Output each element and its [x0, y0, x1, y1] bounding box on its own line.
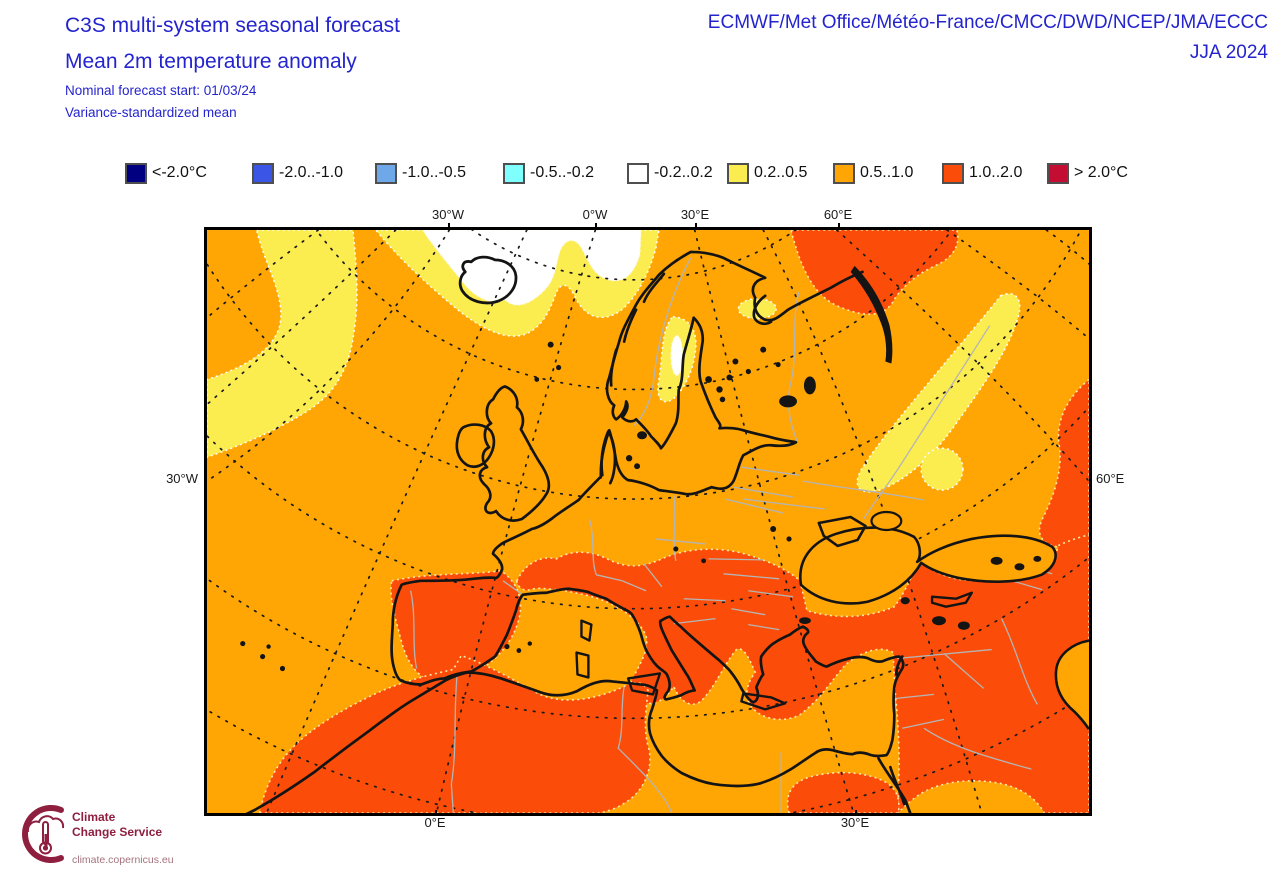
legend-swatch — [627, 162, 649, 184]
graticule — [207, 230, 1089, 813]
axis-tick — [448, 223, 450, 228]
map-canvas — [207, 230, 1089, 813]
axis-label-bottom: 0°E — [424, 815, 446, 830]
logo-text: Climate Change Service — [72, 810, 162, 840]
header-right: ECMWF/Met Office/Météo-France/CMCC/DWD/N… — [708, 8, 1268, 68]
iceland — [458, 255, 518, 305]
legend-item: -1.0..-0.5 — [375, 161, 466, 185]
season-label: JJA 2024 — [1189, 42, 1268, 63]
legend-label: 0.5..1.0 — [860, 164, 914, 181]
anomaly-neutral-patches — [421, 230, 684, 377]
axis-label-top: 60°E — [823, 207, 853, 222]
legend-label: 1.0..2.0 — [969, 164, 1023, 181]
axis-label-left: 30°W — [166, 471, 198, 486]
climate-service-logo-icon — [22, 805, 65, 863]
legend-item: <-2.0°C — [125, 161, 207, 185]
axis-label-right: 60°E — [1096, 471, 1125, 486]
forecast-start-label: Nominal forecast start: 01/03/24 — [65, 83, 257, 98]
legend-label: <-2.0°C — [152, 164, 207, 181]
logo-url: climate.copernicus.eu — [72, 854, 174, 866]
legend-label: -2.0..-1.0 — [279, 164, 344, 181]
legend-item: -2.0..-1.0 — [252, 161, 343, 185]
legend-swatch — [252, 162, 274, 184]
legend-swatch — [503, 162, 525, 184]
legend-swatch — [833, 162, 855, 184]
axis-label-top: 30°W — [432, 207, 464, 222]
logo-line1: Climate — [72, 810, 116, 824]
legend-item: 1.0..2.0 — [942, 161, 1022, 185]
axis-tick — [855, 810, 857, 815]
axis-label-top: 30°E — [680, 207, 710, 222]
legend-label: > 2.0°C — [1074, 164, 1128, 181]
axis-tick — [435, 810, 437, 815]
axis-label-top: 0°W — [582, 207, 608, 222]
legend-item: 0.2..0.5 — [727, 161, 807, 185]
legend-item: -0.2..0.2 — [627, 161, 713, 185]
country-borders — [409, 257, 1053, 813]
legend-label: -0.2..0.2 — [654, 164, 713, 181]
header-left: C3S multi-system seasonal forecast Mean … — [65, 8, 400, 124]
legend-item: > 2.0°C — [1047, 161, 1128, 185]
legend-item: 0.5..1.0 — [833, 161, 913, 185]
legend-swatch — [942, 162, 964, 184]
legend-label: -0.5..-0.2 — [530, 164, 595, 181]
legend-swatch — [125, 162, 147, 184]
mediterranean-islands — [575, 591, 973, 711]
legend-swatch — [727, 162, 749, 184]
british-isles — [455, 385, 551, 522]
copernicus-logo: Climate Change Service climate.copernicu… — [14, 798, 244, 874]
legend-label: -1.0..-0.5 — [402, 164, 467, 181]
black-sea — [799, 510, 1057, 605]
page-title: C3S multi-system seasonal forecast — [65, 14, 400, 37]
axis-tick — [838, 223, 840, 228]
centers-list: ECMWF/Met Office/Météo-France/CMCC/DWD/N… — [707, 12, 1268, 33]
logo-line2: Change Service — [72, 825, 163, 839]
legend-label: 0.2..0.5 — [754, 164, 808, 181]
legend-item: -0.5..-0.2 — [503, 161, 594, 185]
color-legend: <-2.0°C -2.0..-1.0 -1.0..-0.5 -0.5..-0.2 -0.… — [0, 161, 1280, 187]
caspian-sea — [1054, 639, 1089, 731]
islands-and-lakes — [240, 265, 1042, 672]
axis-label-bottom: 30°E — [840, 815, 870, 830]
coastlines — [245, 250, 912, 813]
variance-label: Variance-standardized mean — [65, 105, 237, 120]
forecast-map — [204, 227, 1092, 816]
axis-tick — [695, 223, 697, 228]
page-subtitle: Mean 2m temperature anomaly — [65, 50, 357, 73]
legend-swatch — [375, 162, 397, 184]
legend-swatch — [1047, 162, 1069, 184]
axis-tick — [595, 223, 597, 228]
